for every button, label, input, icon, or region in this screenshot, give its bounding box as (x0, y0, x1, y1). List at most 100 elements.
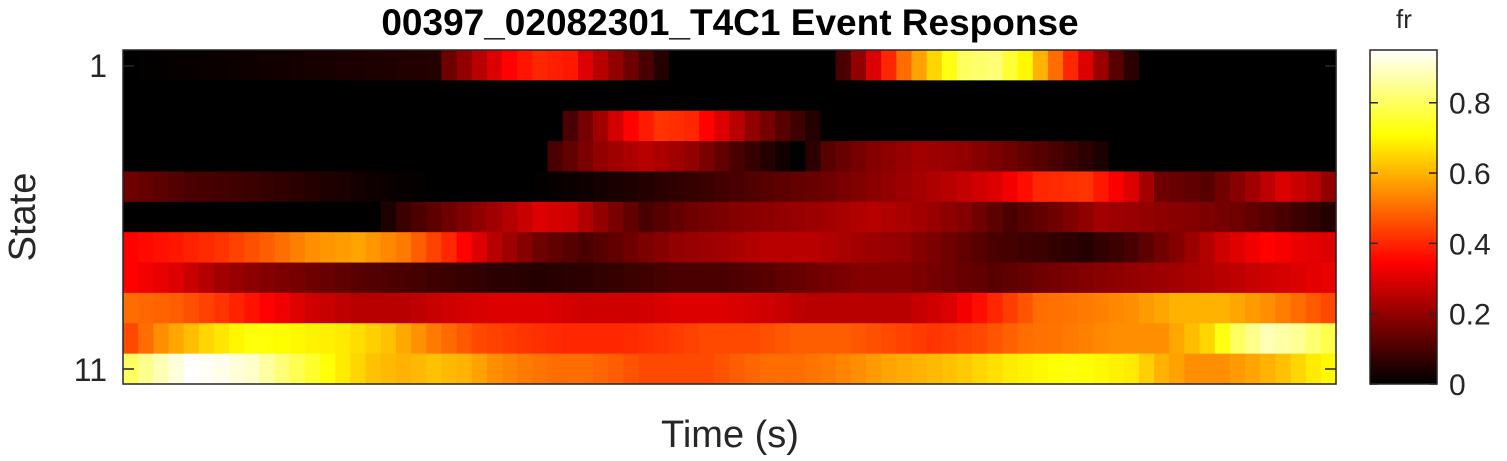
heatmap-cell (532, 262, 549, 294)
heatmap-cell (987, 141, 1004, 173)
heatmap-cell (304, 141, 321, 173)
heatmap-cell (668, 323, 685, 355)
heatmap-cell (1290, 232, 1307, 264)
heatmap-cell (684, 80, 700, 112)
heatmap-cell (395, 232, 412, 264)
heatmap-cell (304, 201, 321, 233)
heatmap-cell (638, 292, 655, 324)
heatmap-cell (486, 141, 503, 173)
heatmap-cell (1154, 353, 1170, 385)
heatmap-cell (987, 232, 1004, 264)
heatmap-cell (1260, 262, 1276, 294)
heatmap-cell (426, 171, 443, 203)
heatmap-cell (1002, 232, 1019, 264)
heatmap-cell (1245, 353, 1261, 385)
heatmap-cell (881, 201, 897, 233)
heatmap-cell (274, 80, 291, 112)
heatmap-cell (744, 201, 761, 233)
heatmap-cell (774, 171, 791, 203)
heatmap-cell (289, 353, 306, 385)
heatmap-cell (1108, 232, 1125, 264)
heatmap-cell (1063, 50, 1079, 81)
heatmap-cell (911, 171, 928, 203)
heatmap-cell (441, 323, 458, 355)
heatmap-cell (335, 323, 352, 355)
heatmap-cell (1047, 292, 1064, 324)
heatmap-cell (1002, 50, 1019, 81)
heatmap-cell (547, 50, 564, 81)
heatmap-cell (1290, 50, 1307, 81)
heatmap-cell (213, 323, 230, 355)
heatmap-cell (456, 292, 473, 324)
heatmap-cell (744, 262, 761, 294)
heatmap-cell (183, 80, 200, 112)
heatmap-cell (274, 323, 291, 355)
heatmap-cell (1002, 353, 1019, 385)
heatmap-cell (956, 141, 973, 173)
heatmap-cell (198, 262, 215, 294)
heatmap-cell (1214, 201, 1231, 233)
heatmap-cell (941, 292, 958, 324)
heatmap-cell (623, 80, 640, 112)
heatmap-cell (896, 262, 913, 294)
heatmap-cell (865, 323, 882, 355)
heatmap-cell (350, 110, 367, 142)
heatmap-cell (1214, 292, 1231, 324)
heatmap-cell (320, 141, 336, 173)
heatmap-cell (577, 323, 594, 355)
heatmap-cell (835, 141, 852, 173)
heatmap-cell (395, 292, 412, 324)
heatmap-cell (1214, 232, 1231, 264)
heatmap-cell (820, 232, 837, 264)
heatmap-cell (623, 323, 640, 355)
heatmap-cell (759, 232, 776, 264)
heatmap-cell (486, 232, 503, 264)
heatmap-cell (1229, 323, 1246, 355)
heatmap-cell (608, 171, 624, 203)
heatmap-cell (805, 141, 822, 173)
heatmap-cell (532, 50, 549, 81)
heatmap-cell (456, 50, 473, 81)
heatmap-cell (168, 50, 185, 81)
heatmap-cell (244, 262, 261, 294)
colorbar-tick-label: 0 (1449, 369, 1466, 402)
heatmap-cell (168, 201, 185, 233)
heatmap-cell (926, 353, 943, 385)
heatmap-cell (638, 110, 655, 142)
heatmap-cell (987, 323, 1004, 355)
heatmap-cell (259, 201, 276, 233)
heatmap-cell (1214, 262, 1231, 294)
heatmap-cell (1169, 110, 1185, 142)
heatmap-cell (668, 262, 685, 294)
heatmap-cell (896, 110, 913, 142)
heatmap-cell (956, 201, 973, 233)
heatmap-cell (1032, 201, 1049, 233)
heatmap-cell (744, 232, 761, 264)
heatmap-cell (865, 171, 882, 203)
heatmap-cell (593, 353, 609, 385)
heatmap-cell (1245, 141, 1261, 173)
heatmap-cell (668, 141, 685, 173)
heatmap-cell (335, 201, 352, 233)
heatmap-cell (835, 323, 852, 355)
heatmap-cell (350, 232, 367, 264)
heatmap-cell (805, 50, 822, 81)
heatmap-cell (547, 141, 564, 173)
heatmap-cell (289, 171, 306, 203)
heatmap-cell (153, 80, 170, 112)
heatmap-cell (471, 171, 488, 203)
heatmap-cell (881, 323, 897, 355)
heatmap-cell (1245, 201, 1261, 233)
heatmap-cell (881, 262, 897, 294)
heatmap-cell (123, 171, 139, 203)
heatmap-cell (774, 323, 791, 355)
heatmap-cell (289, 50, 306, 81)
heatmap-cell (486, 201, 503, 233)
colorbar-ticks: 0 0.2 0.4 0.6 0.8 (1370, 88, 1491, 402)
heatmap-cell (1320, 110, 1337, 142)
heatmap-cell (259, 292, 276, 324)
heatmap-cell (1078, 171, 1094, 203)
colorbar-tick-label: 0.6 (1449, 158, 1491, 191)
heatmap-cell (1063, 292, 1079, 324)
heatmap-cell (547, 292, 564, 324)
